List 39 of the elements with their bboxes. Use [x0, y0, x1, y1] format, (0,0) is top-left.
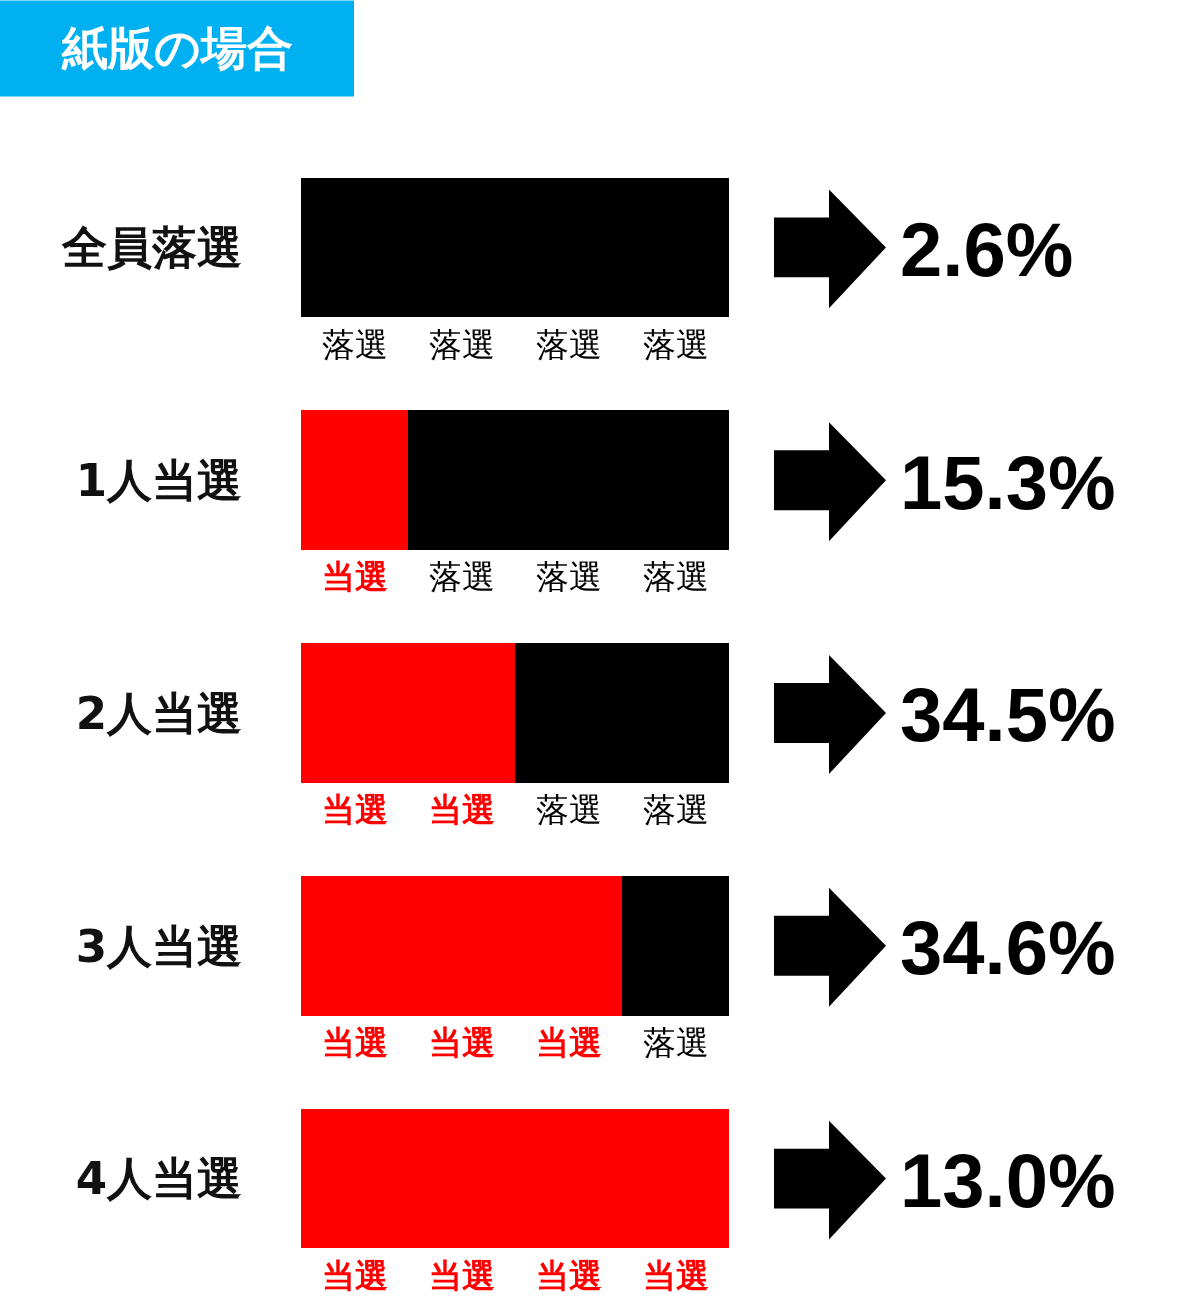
text: 落選: [643, 557, 709, 596]
text: 落選: [536, 557, 602, 596]
text: 当選: [643, 1256, 709, 1295]
y-tick-label: 1人当選: [75, 453, 242, 507]
text: 当選: [429, 1023, 495, 1062]
text: 当選: [429, 1256, 495, 1295]
text: 落選: [643, 1023, 709, 1062]
bar: [622, 875, 729, 1016]
text: 当選: [322, 1256, 388, 1295]
text: 2.6%: [900, 207, 1074, 292]
y-tick-label: 全員落選: [61, 221, 242, 275]
text: 当選: [322, 790, 388, 829]
text: 落選: [429, 325, 495, 364]
chart-title: 紙版の場合: [60, 21, 293, 76]
bar: [301, 643, 515, 783]
y-tick-label: 3人当選: [75, 919, 242, 973]
text: 落選: [536, 790, 602, 829]
text: 当選: [429, 790, 495, 829]
text: 落選: [643, 325, 709, 364]
text: 当選: [536, 1256, 602, 1295]
bar: [301, 875, 622, 1016]
series-label: 当選: [322, 557, 388, 596]
series-label: 落選: [429, 557, 495, 596]
bar: [408, 410, 729, 551]
text: 落選: [322, 325, 388, 364]
bar: [301, 1108, 729, 1249]
y-tick-label: 2人当選: [75, 686, 242, 740]
bar: [301, 410, 408, 551]
text: 15.3%: [900, 440, 1116, 525]
bar: [515, 643, 729, 783]
text: 13.0%: [900, 1138, 1116, 1223]
y-tick-label: 4人当選: [75, 1152, 242, 1206]
text: 落選: [643, 790, 709, 829]
text: 落選: [536, 325, 602, 364]
text: 当選: [536, 1023, 602, 1062]
text: 34.5%: [900, 672, 1116, 757]
bar: [301, 177, 729, 318]
text: 当選: [322, 1023, 388, 1062]
text: 34.6%: [900, 905, 1116, 990]
